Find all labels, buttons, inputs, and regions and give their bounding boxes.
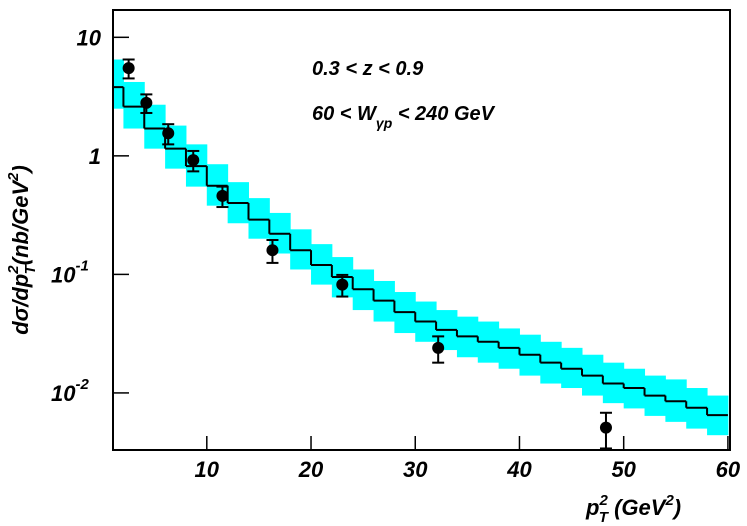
x-tick-label: 50 (611, 457, 636, 482)
y-tick-label: 10 (77, 25, 102, 50)
band (248, 198, 270, 239)
annotation-text: 0.3 < z < 0.9 (312, 58, 424, 80)
axis-label-text: dσ/dp (8, 274, 33, 335)
y-tick-label-text: 10 (51, 262, 76, 287)
axis-label-text: 2 (5, 172, 22, 182)
band (113, 59, 124, 109)
y-tick-label: 1 (89, 144, 101, 169)
y-tick-label: 10-1 (51, 257, 89, 287)
axis-label-text: ) (8, 165, 33, 174)
axis-label-text: 2 (5, 265, 22, 275)
y-axis-label: dσ/dp2T(nb/GeV2) (5, 165, 39, 335)
y-tick-label-text: 1 (89, 144, 101, 169)
data-point (140, 96, 153, 109)
axis-label-text: 2 (664, 492, 674, 509)
annotation: 0.3 < z < 0.9 (312, 58, 424, 80)
axis-label-text: 2 (598, 492, 608, 509)
axis-label-text: T (22, 263, 39, 274)
x-tick-label: 30 (403, 457, 428, 482)
data-point (266, 244, 279, 257)
data-point (432, 341, 445, 354)
data-point (187, 154, 200, 167)
y-tick-label: 10-2 (51, 376, 89, 406)
x-tick-label: 60 (716, 457, 741, 482)
data-point (162, 127, 175, 140)
axis-label-text: ) (672, 495, 681, 520)
x-tick-label: 10 (195, 457, 220, 482)
x-tick-label: 20 (298, 457, 324, 482)
data-point (599, 421, 612, 434)
annotation: 60 < Wγp < 240 GeV (312, 103, 496, 131)
band (123, 81, 145, 129)
annotation-text: < 240 GeV (392, 103, 495, 125)
annotation-text: γp (376, 115, 393, 131)
frame (112, 9, 731, 451)
x-axis-label: p2 T (GeV2) (585, 492, 681, 526)
data-point (336, 278, 349, 291)
data-point (216, 189, 229, 202)
axis-label-text: (nb/GeV (8, 179, 33, 266)
axis-label-text: p (585, 495, 599, 520)
x-tick-label: 40 (506, 457, 532, 482)
annotation-text: 60 < W (312, 103, 378, 125)
y-tick-exponent: -2 (75, 376, 89, 393)
y-tick-label-text: 10 (77, 25, 102, 50)
y-tick-label-text: 10 (51, 381, 76, 406)
plot-area (113, 58, 729, 450)
axis-label-text: (GeV (608, 495, 668, 520)
band (144, 104, 166, 149)
data-point (122, 62, 135, 75)
y-tick-exponent: -1 (75, 257, 88, 274)
axis-label-text: T (599, 509, 610, 526)
